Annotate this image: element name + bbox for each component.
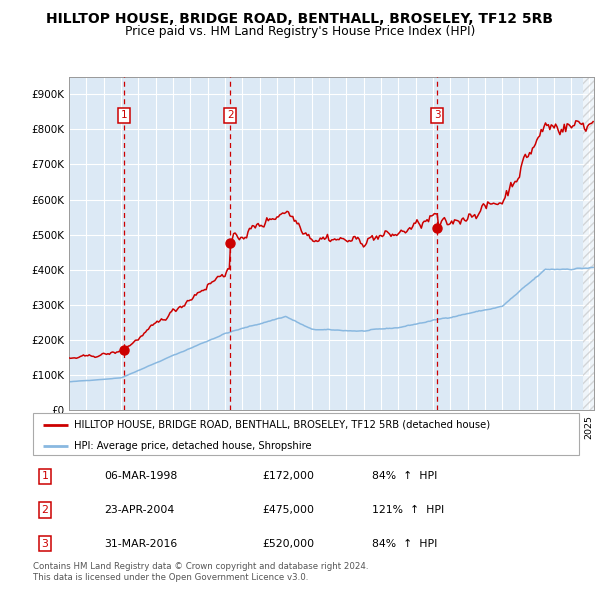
Text: £520,000: £520,000 — [262, 539, 314, 549]
Text: 1: 1 — [121, 110, 127, 120]
Text: £475,000: £475,000 — [262, 505, 314, 515]
Text: £172,000: £172,000 — [262, 471, 314, 481]
Text: 31-MAR-2016: 31-MAR-2016 — [104, 539, 177, 549]
Text: 3: 3 — [41, 539, 49, 549]
Text: Contains HM Land Registry data © Crown copyright and database right 2024.: Contains HM Land Registry data © Crown c… — [33, 562, 368, 571]
Text: This data is licensed under the Open Government Licence v3.0.: This data is licensed under the Open Gov… — [33, 573, 308, 582]
Text: 2: 2 — [227, 110, 233, 120]
Text: 3: 3 — [434, 110, 440, 120]
Text: Price paid vs. HM Land Registry's House Price Index (HPI): Price paid vs. HM Land Registry's House … — [125, 25, 475, 38]
Bar — [583, 77, 594, 410]
Text: 84%  ↑  HPI: 84% ↑ HPI — [371, 539, 437, 549]
Text: 2: 2 — [41, 505, 49, 515]
Text: 1: 1 — [41, 471, 49, 481]
Text: 23-APR-2004: 23-APR-2004 — [104, 505, 174, 515]
Text: HPI: Average price, detached house, Shropshire: HPI: Average price, detached house, Shro… — [74, 441, 311, 451]
FancyBboxPatch shape — [33, 413, 579, 455]
Text: HILLTOP HOUSE, BRIDGE ROAD, BENTHALL, BROSELEY, TF12 5RB: HILLTOP HOUSE, BRIDGE ROAD, BENTHALL, BR… — [47, 12, 554, 26]
Text: 84%  ↑  HPI: 84% ↑ HPI — [371, 471, 437, 481]
Text: 06-MAR-1998: 06-MAR-1998 — [104, 471, 177, 481]
Text: 121%  ↑  HPI: 121% ↑ HPI — [371, 505, 444, 515]
Text: HILLTOP HOUSE, BRIDGE ROAD, BENTHALL, BROSELEY, TF12 5RB (detached house): HILLTOP HOUSE, BRIDGE ROAD, BENTHALL, BR… — [74, 420, 490, 430]
